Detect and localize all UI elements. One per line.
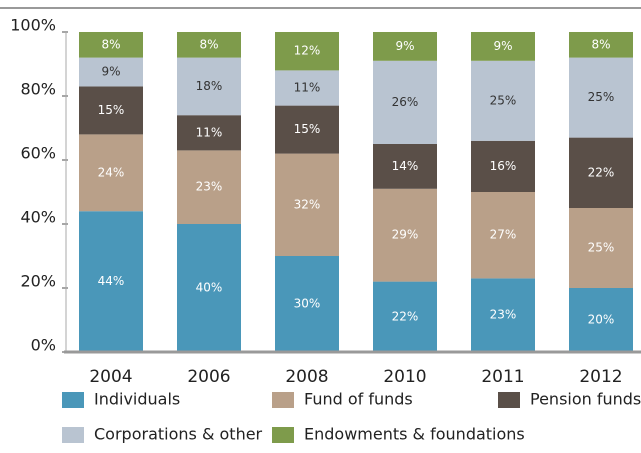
bar-segment [471, 278, 535, 352]
bar-segment [471, 60, 535, 141]
legend-swatch [272, 427, 294, 443]
value-label: 44% [98, 274, 125, 288]
value-label: 9% [493, 39, 512, 53]
bar-segment [177, 57, 241, 116]
bar-segment [79, 32, 143, 58]
value-label: 8% [101, 37, 120, 51]
legend-swatch [272, 392, 294, 408]
value-label: 25% [490, 93, 517, 107]
value-label: 20% [588, 313, 615, 327]
value-label: 18% [196, 79, 223, 93]
y-tick-label: 20% [20, 272, 56, 291]
bar-segment [79, 211, 143, 352]
value-label: 14% [392, 159, 419, 173]
legend-swatch [62, 392, 84, 408]
bar-segment [79, 57, 143, 87]
y-tick-label: 40% [20, 208, 56, 227]
bar-segment [569, 137, 633, 208]
bar-segment [373, 60, 437, 144]
bar-segment [177, 115, 241, 151]
value-label: 23% [490, 308, 517, 322]
legend-swatch [62, 427, 84, 443]
legend-label: Fund of funds [304, 390, 413, 409]
value-label: 30% [294, 297, 321, 311]
legend-label: Individuals [94, 390, 180, 409]
bar-segment [177, 32, 241, 58]
value-label: 11% [294, 81, 321, 95]
bar-segment [373, 188, 437, 282]
value-label: 16% [490, 159, 517, 173]
value-label: 22% [588, 165, 615, 179]
value-label: 23% [196, 180, 223, 194]
bar-segment [569, 288, 633, 352]
bar-segment [79, 86, 143, 135]
bar-segment [471, 32, 535, 61]
x-tick-label: 2008 [285, 367, 328, 387]
legend-label: Pension funds [530, 390, 641, 409]
bar-segment [569, 57, 633, 138]
legend-label: Corporations & other [94, 425, 263, 444]
x-tick-label: 2010 [383, 367, 426, 387]
legend-swatch [498, 392, 520, 408]
bar-segment [275, 105, 339, 154]
bar-segment [569, 208, 633, 288]
bar-segment [471, 192, 535, 279]
value-label: 32% [294, 197, 321, 211]
y-tick-label: 0% [31, 336, 56, 355]
legend-label: Endowments & foundations [304, 425, 525, 444]
value-label: 15% [294, 122, 321, 136]
bar-segment [275, 32, 339, 71]
value-label: 24% [98, 165, 125, 179]
bar-segment [373, 32, 437, 61]
value-label: 9% [395, 39, 414, 53]
x-tick-label: 2004 [89, 367, 132, 387]
bar-segment [373, 144, 437, 189]
value-label: 11% [196, 125, 223, 139]
value-label: 9% [101, 65, 120, 79]
x-tick-label: 2011 [481, 367, 524, 387]
value-label: 25% [588, 241, 615, 255]
y-tick-label: 60% [20, 144, 56, 163]
bar-segment [275, 70, 339, 106]
bar-segment [471, 140, 535, 192]
value-label: 15% [98, 103, 125, 117]
bar-segment [177, 224, 241, 352]
bar-segment [569, 32, 633, 58]
bar-segment [275, 153, 339, 256]
x-tick-label: 2012 [579, 367, 622, 387]
value-label: 22% [392, 309, 419, 323]
x-tick-label: 2006 [187, 367, 230, 387]
value-label: 8% [199, 37, 218, 51]
value-label: 25% [588, 90, 615, 104]
value-label: 27% [490, 228, 517, 242]
value-label: 12% [294, 44, 321, 58]
y-tick-label: 80% [20, 80, 56, 99]
bar-segment [177, 150, 241, 224]
value-label: 8% [591, 37, 610, 51]
value-label: 29% [392, 228, 419, 242]
y-tick-label: 100% [10, 16, 56, 35]
bar-segment [373, 281, 437, 352]
value-label: 26% [392, 95, 419, 109]
value-label: 40% [196, 281, 223, 295]
bar-segment [79, 134, 143, 212]
bar-segment [275, 256, 339, 352]
